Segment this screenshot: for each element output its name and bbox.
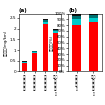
Bar <box>43 22 48 24</box>
Legend: 粒子状重量, 有機炭素, 有機硫酸塩, 元素, イオン: 粒子状重量, 有機炭素, 有機硫酸塩, 元素, イオン <box>86 15 99 38</box>
Bar <box>89 14 98 15</box>
Bar <box>22 63 27 71</box>
Bar <box>53 30 58 31</box>
Bar <box>72 25 81 71</box>
Bar <box>72 16 81 19</box>
Bar <box>89 15 98 18</box>
Bar <box>22 61 27 62</box>
Bar <box>89 18 98 22</box>
Bar <box>53 31 58 33</box>
Bar <box>22 62 27 63</box>
Bar <box>32 52 37 53</box>
Text: (a): (a) <box>19 8 28 13</box>
Bar <box>43 19 48 20</box>
Bar <box>32 51 37 52</box>
Y-axis label: 排出係数(mg/km): 排出係数(mg/km) <box>4 29 8 56</box>
Bar <box>72 19 81 25</box>
Bar <box>32 53 37 71</box>
Bar <box>43 20 48 22</box>
Bar <box>53 33 58 71</box>
Bar <box>43 24 48 71</box>
Bar <box>72 14 81 16</box>
Y-axis label: 質量分率(%): 質量分率(%) <box>49 34 53 51</box>
Bar <box>89 22 98 71</box>
Text: (b): (b) <box>68 8 77 13</box>
